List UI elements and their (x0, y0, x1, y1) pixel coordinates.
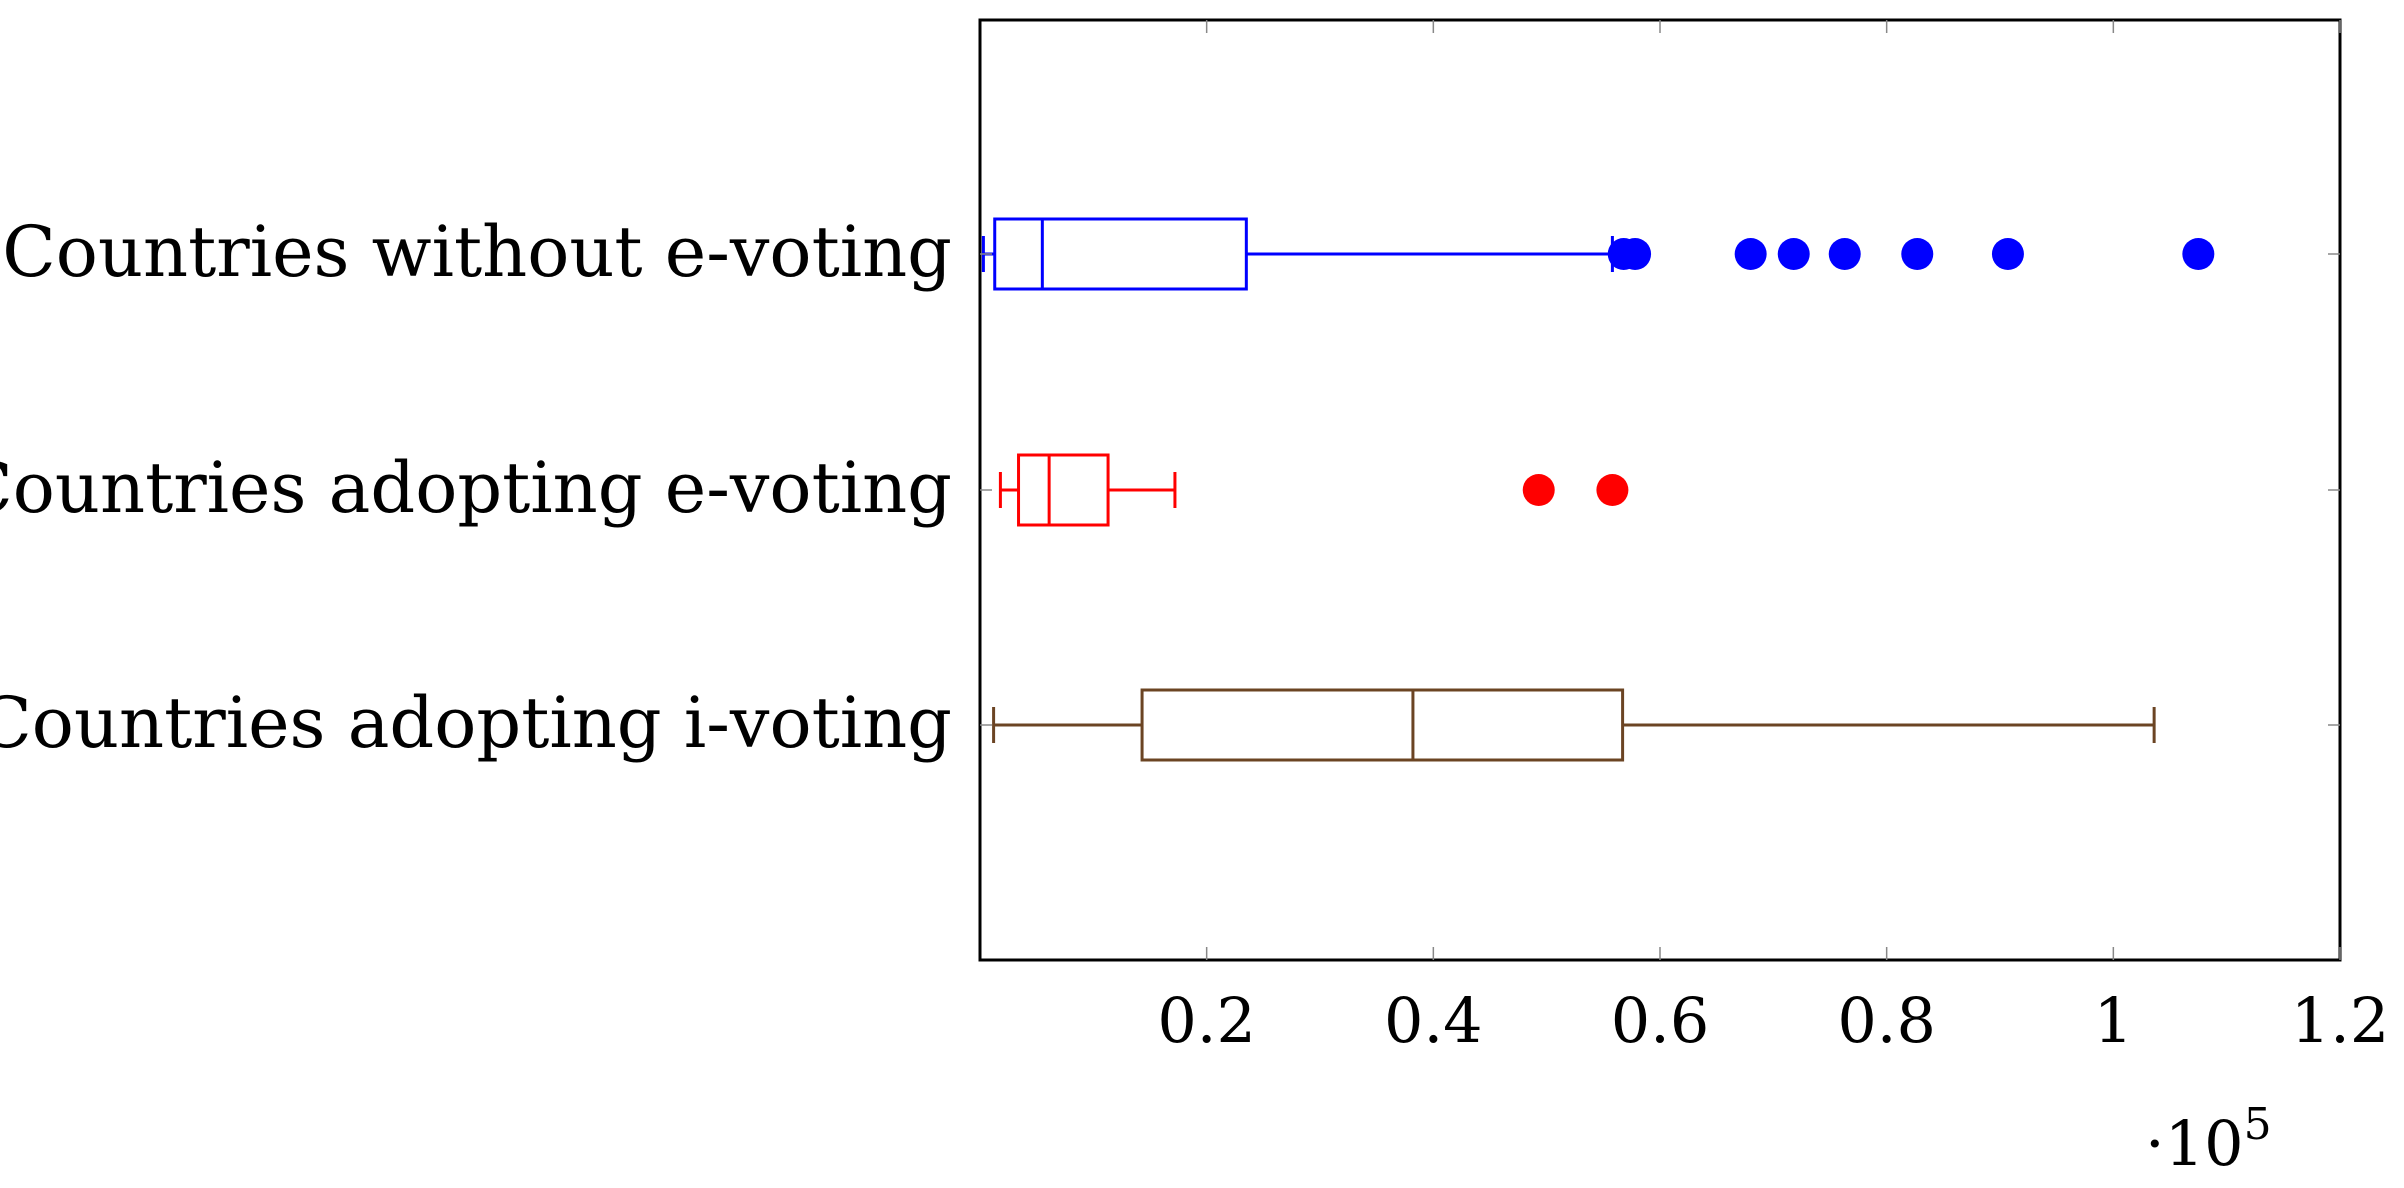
plot-area (978, 18, 2342, 962)
x-tick-label: 0.2 (1157, 984, 1256, 1057)
plot-frame (978, 18, 2342, 962)
x-tick-label: 1.2 (2291, 984, 2390, 1057)
box-series (981, 217, 2215, 291)
box-series (992, 688, 2156, 762)
outlier-point (1734, 238, 1767, 270)
y-category-label: Countries adopting i-voting (0, 682, 952, 764)
x-tick-label: 1 (2094, 984, 2133, 1057)
y-category-label: Countries adopting e-voting (0, 447, 952, 529)
multiplier-exponent: 5 (2244, 1099, 2272, 1150)
x-axis: 0.2 0.4 0.6 0.8 1 1.2 (1157, 20, 2389, 1057)
x-tick-label: 0.4 (1384, 984, 1483, 1057)
outlier-point (1619, 238, 1652, 270)
outlier-point (1522, 474, 1555, 506)
outlier-point (2182, 238, 2215, 270)
outlier-point (1828, 238, 1861, 270)
iqr-box (1017, 453, 1110, 527)
y-axis: Countries without e-voting Countries adop… (0, 211, 2340, 764)
iqr-box (993, 217, 1248, 291)
outlier-point (1777, 238, 1810, 270)
x-axis-multiplier: ·105 (2145, 1099, 2272, 1180)
y-category-label: Countries without e-voting (2, 211, 952, 293)
outlier-point (1991, 238, 2024, 270)
iqr-box (1140, 688, 1625, 762)
box-series (998, 453, 1629, 527)
x-tick-label: 0.6 (1611, 984, 1710, 1057)
outlier-point (1596, 474, 1629, 506)
outlier-point (1901, 238, 1934, 270)
x-tick-label: 0.8 (1837, 984, 1936, 1057)
multiplier-base: ·10 (2145, 1107, 2244, 1180)
